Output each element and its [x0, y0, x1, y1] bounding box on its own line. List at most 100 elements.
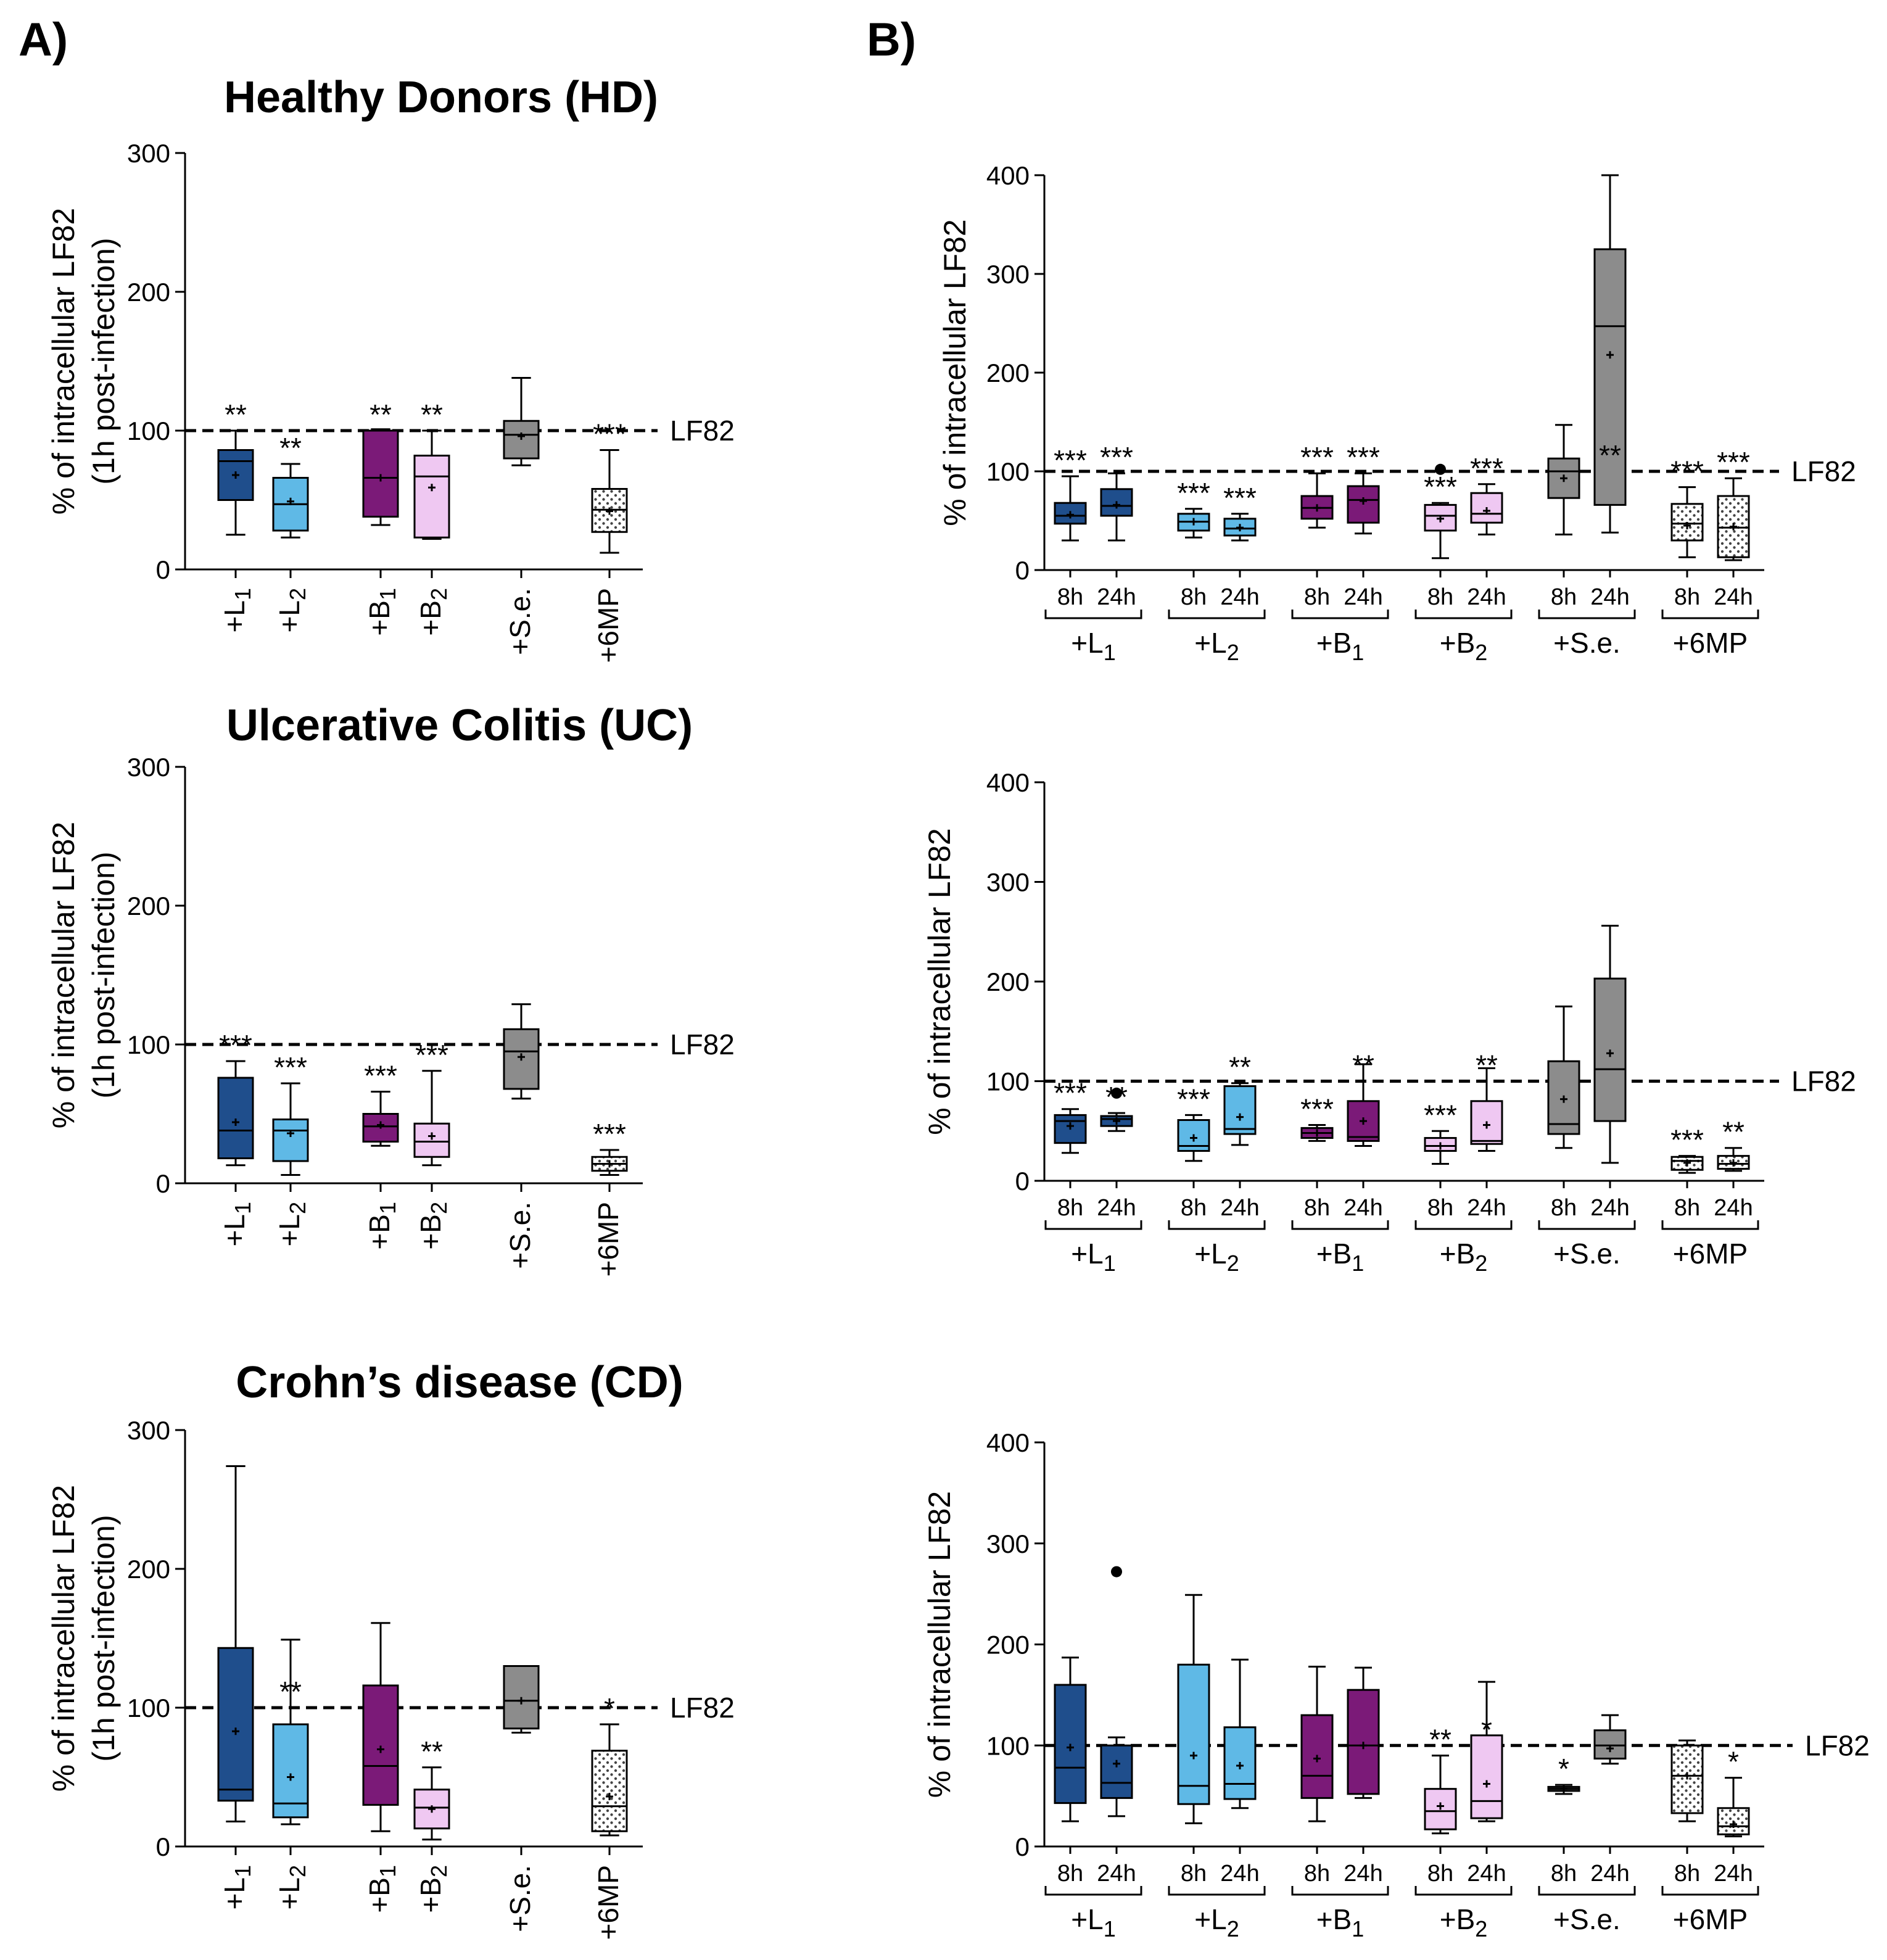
mean-marker [1730, 523, 1737, 531]
box-l2-8h [1177, 1114, 1210, 1162]
group-subscript: 2 [1227, 640, 1239, 665]
group-label: +L2 [1194, 1903, 1239, 1941]
significance-label: * [1481, 1713, 1492, 1745]
mean-marker [428, 1132, 436, 1140]
y-axis-label: % of intracellular LF82 [46, 1485, 81, 1792]
mean-marker [1683, 1772, 1691, 1780]
box-6mp-8h [1670, 1739, 1704, 1822]
group-bracket [1168, 1886, 1266, 1896]
category-subscript: 1 [230, 588, 255, 600]
category-subscript: 2 [285, 1865, 310, 1877]
y-tick-label: 200 [986, 967, 1030, 996]
group-bracket [1044, 1886, 1142, 1896]
group-bracket [1538, 1220, 1636, 1230]
box-b2-8h [1424, 1130, 1457, 1165]
group-label: +S.e. [1553, 1903, 1621, 1935]
box-se-8h [1547, 1784, 1580, 1795]
significance-label: ** [370, 399, 392, 431]
mean-marker [287, 1130, 294, 1137]
group-bracket [1538, 610, 1636, 619]
group-label: +B1 [1316, 627, 1365, 665]
significance-label: *** [1223, 482, 1257, 514]
significance-label: ** [1476, 1049, 1498, 1081]
box-iqr [1470, 1734, 1503, 1819]
mean-marker [1437, 1802, 1444, 1810]
category-prefix: + [415, 619, 447, 636]
group-label: +B2 [1440, 1903, 1488, 1941]
y-axis-label: % of intracellular LF82 [938, 219, 972, 526]
box-iqr [362, 1684, 399, 1806]
mean-marker [1190, 1751, 1197, 1759]
significance-label: ** [1352, 1049, 1374, 1081]
time-label: 24h [1467, 1861, 1506, 1887]
significance-label: *** [1300, 441, 1334, 473]
significance-label: *** [1424, 471, 1457, 503]
mean-marker [377, 474, 384, 482]
group-name: L [1088, 1903, 1104, 1935]
mean-marker [1313, 504, 1321, 512]
significance-label: *** [1670, 1124, 1704, 1156]
box-6mp [591, 1723, 628, 1837]
mean-marker [428, 1805, 436, 1813]
y-axis-label-secondary: (1h post-infection) [86, 238, 121, 484]
chart-a-healthy-donors: Healthy Donors (HD) 0 100 200 300 % of intrac… [46, 73, 735, 663]
mean-marker [1236, 1113, 1244, 1121]
box-l2-8h [1177, 1594, 1210, 1824]
box-b1 [362, 428, 399, 526]
mean-marker [1190, 518, 1197, 526]
box-se-24h [1593, 1714, 1627, 1765]
time-label: 24h [1714, 1195, 1753, 1221]
box-iqr [1593, 1729, 1627, 1760]
significance-label: *** [1670, 455, 1704, 487]
group-prefix: + [1673, 1903, 1690, 1935]
y-axis-label: % of intracellular LF82 [46, 822, 81, 1128]
category-label: +B1 [363, 1202, 400, 1250]
group-name: S.e. [1570, 1238, 1621, 1270]
time-label: 24h [1467, 1195, 1506, 1221]
category-name: B [415, 600, 447, 619]
category-prefix: + [504, 1916, 536, 1932]
category-subscript: 1 [230, 1865, 255, 1877]
category-prefix: + [363, 1896, 395, 1913]
significance-label: ** [279, 1676, 302, 1708]
category-name: L [273, 600, 305, 616]
box-l1-8h [1054, 1656, 1087, 1822]
significance-label: ** [279, 432, 302, 464]
group-bracket [1291, 1886, 1389, 1896]
mean-marker [1360, 497, 1367, 505]
group-subscript: 1 [1352, 1916, 1364, 1941]
category-label: +S.e. [504, 1202, 536, 1269]
box-iqr [272, 1723, 309, 1819]
box-iqr [413, 1122, 450, 1158]
box-iqr [1100, 1744, 1133, 1799]
box-iqr [1177, 1663, 1210, 1805]
chart-a-ulcerative-colitis: Ulcerative Colitis (UC) 0 100 200 300 % of in… [46, 701, 735, 1276]
category-subscript: 1 [375, 1202, 400, 1214]
time-label: 8h [1057, 1861, 1083, 1887]
significance-label: ** [1105, 1081, 1128, 1113]
mean-marker [1360, 1117, 1367, 1125]
box-6mp-24h [1717, 477, 1750, 561]
group-bracket [1044, 1220, 1142, 1230]
group-prefix: + [1071, 1238, 1088, 1270]
category-name: B [363, 1214, 395, 1233]
group-name: L [1088, 627, 1104, 659]
category-prefix: + [415, 1896, 447, 1913]
group-subscript: 2 [1227, 1251, 1239, 1276]
box-l2 [272, 463, 309, 539]
box-b2-24h [1470, 483, 1503, 535]
box-iqr [362, 1113, 399, 1143]
box-b1-8h [1300, 1666, 1334, 1822]
significance-label: * [604, 1692, 615, 1724]
group-label: +L2 [1194, 1238, 1239, 1276]
significance-label: *** [1054, 444, 1087, 476]
mean-marker [1067, 511, 1074, 519]
group-subscript: 1 [1104, 1251, 1116, 1276]
group-prefix: + [1553, 1903, 1570, 1935]
group-label: +6MP [1673, 1238, 1748, 1270]
mean-marker [1483, 507, 1490, 515]
y-tick-label: 300 [986, 260, 1030, 289]
group-prefix: + [1194, 627, 1211, 659]
category-name: B [415, 1214, 447, 1233]
box-6mp-24h [1717, 1777, 1750, 1838]
